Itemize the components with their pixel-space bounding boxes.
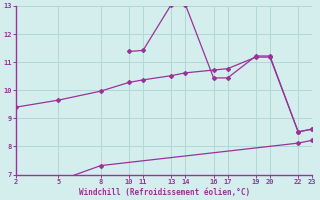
X-axis label: Windchill (Refroidissement éolien,°C): Windchill (Refroidissement éolien,°C): [79, 188, 250, 197]
